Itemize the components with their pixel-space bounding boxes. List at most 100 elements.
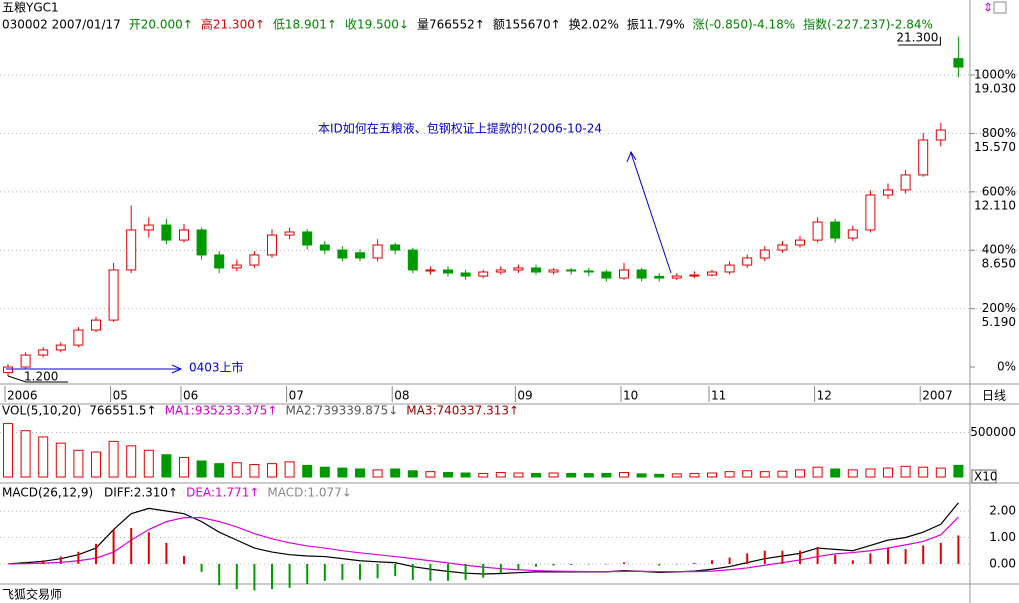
- candle-body: [302, 231, 313, 246]
- candle-body: [759, 249, 770, 259]
- volume-bar: [724, 471, 735, 478]
- volume-bar: [654, 473, 665, 478]
- volume-bar: [548, 472, 559, 478]
- candle-body: [531, 267, 541, 273]
- y2-tick-label: 400%: [982, 243, 1016, 257]
- candle-body: [231, 264, 242, 269]
- x-tick-label: 2006: [7, 389, 38, 403]
- volume-bar: [812, 466, 823, 478]
- candle-body: [355, 252, 365, 259]
- volume-bar: [3, 423, 13, 478]
- candle-body: [795, 239, 805, 246]
- x-tick-label: 12: [817, 389, 832, 403]
- candle-body: [20, 354, 31, 368]
- volume-bar: [566, 472, 577, 478]
- y2-tick-label: 200%: [982, 301, 1016, 315]
- candle-body: [3, 366, 13, 374]
- x-tick-label: 11: [711, 389, 726, 403]
- volume-bar: [55, 442, 66, 478]
- volume-bar: [583, 473, 594, 478]
- candle-body: [900, 174, 911, 191]
- volume-bar: [742, 470, 753, 478]
- legend-entry: DEA:1.771↑: [186, 486, 259, 500]
- volume-bar: [196, 460, 207, 478]
- volume-bar: [38, 436, 49, 478]
- legend-entry: 涨(-0.850)-4.18%: [693, 17, 796, 32]
- candle-body: [830, 221, 841, 239]
- volume-bar: [513, 472, 524, 478]
- candle-body: [812, 221, 823, 241]
- candle-body: [918, 139, 929, 176]
- candle-body: [143, 224, 154, 231]
- volume-bar: [883, 467, 893, 478]
- volume-bar: [601, 472, 612, 478]
- volume-bar: [179, 456, 189, 478]
- volume-bar: [91, 451, 101, 478]
- y-tick-label: 0.00: [989, 556, 1016, 570]
- y-tick-label: 500000: [970, 425, 1016, 439]
- period-label: 日线: [982, 389, 1006, 403]
- volume-bar: [372, 469, 383, 478]
- footer: 飞狐交易师: [2, 587, 62, 602]
- volume-bar: [407, 470, 418, 478]
- legend-entry: MA1:935233.375↑: [165, 404, 278, 418]
- x-tick-label: 06: [183, 389, 198, 403]
- volume-bar: [689, 472, 700, 478]
- chart-title: 五粮YGC1: [2, 0, 59, 15]
- volume-bar: [302, 464, 313, 478]
- scroll-icon[interactable]: ⇕: [983, 1, 993, 15]
- legend-entry: MA3:740337.313↑: [406, 404, 519, 418]
- candle-body: [108, 269, 119, 321]
- legend-entry: VOL(5,10,20): [2, 404, 81, 418]
- legend-entry: 换2.02%: [569, 18, 619, 32]
- y-tick-label: 19.030: [974, 82, 1016, 96]
- annotation-arrow: [630, 152, 672, 274]
- legend-entry: MA2:739339.875↓: [285, 404, 398, 418]
- volume-bar: [73, 449, 84, 478]
- candle-body: [161, 224, 172, 241]
- legend-entry: 振11.79%: [627, 18, 685, 32]
- legend-entry: 高21.300↑: [201, 17, 265, 32]
- candle-body: [196, 229, 207, 256]
- legend-entry: MACD:1.077↓: [267, 486, 351, 500]
- y2-tick-label: 600%: [982, 184, 1016, 198]
- candle-body: [126, 229, 137, 271]
- candle-body: [425, 269, 436, 272]
- y-tick-label: 8.650: [982, 257, 1016, 271]
- volume-bar: [460, 472, 471, 478]
- candle-body: [671, 275, 682, 279]
- volume-bar: [443, 472, 453, 478]
- volume-bar: [777, 470, 788, 478]
- legend-entry: 低18.901↑: [273, 18, 337, 32]
- candle-body: [865, 194, 876, 231]
- volume-bar: [478, 472, 489, 478]
- annotation-leader: [898, 36, 941, 46]
- candle-body: [883, 189, 893, 196]
- volume-bar: [249, 464, 260, 478]
- candle-body: [284, 231, 295, 236]
- legend-entry: 量766552↑: [417, 18, 485, 32]
- y-tick-label: 2.00: [989, 504, 1016, 518]
- window-button[interactable]: [993, 1, 1007, 14]
- legend-entry: DIFF:2.310↑: [104, 486, 178, 500]
- volume-bar: [231, 462, 242, 478]
- volume-bar: [355, 468, 365, 478]
- x-tick-label: 05: [113, 389, 128, 403]
- legend-entry: 额155670↑: [493, 18, 561, 32]
- candle-body: [337, 249, 348, 259]
- volume-bar: [495, 472, 506, 478]
- x-tick-label: 07: [289, 389, 304, 403]
- candle-body: [91, 319, 101, 331]
- volume-bar: [953, 464, 964, 478]
- scale-box: [971, 469, 997, 484]
- volume-bar: [795, 469, 805, 478]
- volume-bar: [707, 472, 717, 478]
- volume-bar: [161, 454, 172, 478]
- volume-bar: [531, 472, 541, 478]
- candle-body: [407, 249, 418, 271]
- candle-body: [478, 271, 489, 277]
- legend-entry: 开20.000↑: [129, 18, 193, 32]
- x-tick-label: 09: [517, 389, 532, 403]
